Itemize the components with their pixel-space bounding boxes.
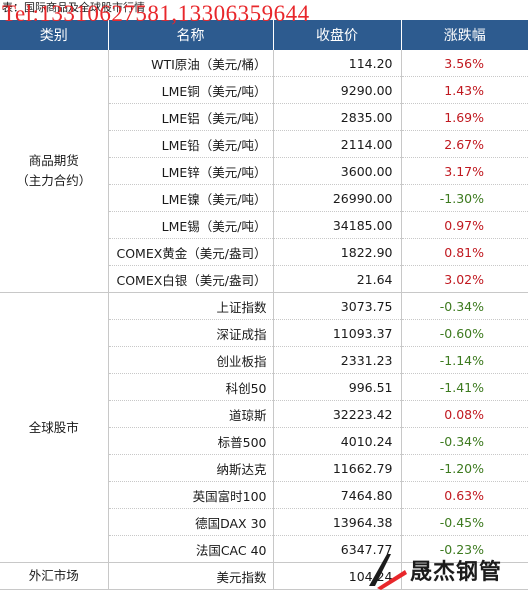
close-price: 104.24 <box>273 562 402 590</box>
category-cell: 全球股市 <box>0 292 109 563</box>
table-row: LME锌（美元/吨） 3600.00 3.17% <box>0 157 528 185</box>
change-percent: -0.23% <box>401 535 528 563</box>
instrument-name: LME铝（美元/吨） <box>108 103 274 131</box>
table-row: 科创50 996.51 -1.41% <box>0 373 528 401</box>
instrument-name: COMEX白银（美元/盎司） <box>108 265 274 293</box>
change-percent: -1.20% <box>401 454 528 482</box>
logo-text: 晟杰钢管 <box>410 560 503 585</box>
company-logo: 晟杰钢管 <box>365 548 528 594</box>
header-name: 名称 <box>108 20 274 50</box>
instrument-name: LME镍（美元/吨） <box>108 184 274 212</box>
change-percent: 1.69% <box>401 103 528 131</box>
header-row: 类别 名称 收盘价 涨跌幅 <box>0 20 528 50</box>
category-label: 全球股市 <box>28 419 79 435</box>
phone-overlay: Tel:13310627581,13306359644 <box>2 1 310 26</box>
category-label: 商品期货 <box>28 153 79 168</box>
table-row: 深证成指 11093.37 -0.60% <box>0 319 528 347</box>
table-row: 法国CAC 40 6347.77 -0.23% <box>0 535 528 563</box>
header-price: 收盘价 <box>273 20 402 50</box>
header-category: 类别 <box>0 20 109 50</box>
change-percent: -0.34% <box>401 427 528 455</box>
instrument-name: LME锡（美元/吨） <box>108 211 274 239</box>
change-percent: -0.60% <box>401 319 528 347</box>
table-row: 商品期货 （主力合约） WTI原油（美元/桶） 114.20 3.56% <box>0 50 528 293</box>
table-row: LME铅（美元/吨） 2114.00 2.67% <box>0 130 528 158</box>
table-row: LME铝（美元/吨） 2835.00 1.69% <box>0 103 528 131</box>
change-percent: -1.14% <box>401 346 528 374</box>
close-price: 3073.75 <box>273 292 402 320</box>
table-row: 道琼斯 32223.42 0.08% <box>0 400 528 428</box>
change-percent: -1.41% <box>401 373 528 401</box>
change-percent: 0.81% <box>401 238 528 266</box>
close-price: 114.20 <box>273 50 402 77</box>
table-row: LME铜（美元/吨） 9290.00 1.43% <box>0 76 528 104</box>
close-price: 11093.37 <box>273 319 402 347</box>
change-percent: 3.02% <box>401 265 528 293</box>
change-percent: -1.30% <box>401 184 528 212</box>
table-body: 商品期货 （主力合约） WTI原油（美元/桶） 114.20 3.56% LME铜（美元/… <box>0 50 528 590</box>
instrument-name: 创业板指 <box>108 346 274 374</box>
table-row: 英国富时100 7464.80 0.63% <box>0 481 528 509</box>
close-price: 2114.00 <box>273 130 402 158</box>
instrument-name: 深证成指 <box>108 319 274 347</box>
change-percent: 2.67% <box>401 130 528 158</box>
close-price: 9290.00 <box>273 76 402 104</box>
change-percent: -0.34% <box>401 292 528 320</box>
instrument-name: 英国富时100 <box>108 481 274 509</box>
instrument-name: WTI原油（美元/桶） <box>108 50 274 77</box>
logo-mark-icon <box>369 554 407 590</box>
close-price: 26990.00 <box>273 184 402 212</box>
close-price: 11662.79 <box>273 454 402 482</box>
instrument-name: LME锌（美元/吨） <box>108 157 274 185</box>
category-cell: 外汇市场 <box>0 562 109 590</box>
change-percent: 0.97% <box>401 211 528 239</box>
close-price: 13964.38 <box>273 508 402 536</box>
instrument-name: LME铜（美元/吨） <box>108 76 274 104</box>
close-price: 4010.24 <box>273 427 402 455</box>
table-row: 标普500 4010.24 -0.34% <box>0 427 528 455</box>
change-percent: -0.45% <box>401 508 528 536</box>
change-percent <box>401 562 528 590</box>
close-price: 2331.23 <box>273 346 402 374</box>
table-row: 创业板指 2331.23 -1.14% <box>0 346 528 374</box>
table-row: 德国DAX 30 13964.38 -0.45% <box>0 508 528 536</box>
instrument-name: 德国DAX 30 <box>108 508 274 536</box>
market-table: 类别 名称 收盘价 涨跌幅 商品期货 （主力合约） WTI原油（美元/桶） 114.2… <box>0 20 528 590</box>
instrument-name: 道琼斯 <box>108 400 274 428</box>
instrument-name: 标普500 <box>108 427 274 455</box>
change-percent: 3.17% <box>401 157 528 185</box>
table-caption: 表：国际商品及全球股市行情 <box>2 1 145 14</box>
close-price: 34185.00 <box>273 211 402 239</box>
close-price: 996.51 <box>273 373 402 401</box>
change-percent: 0.63% <box>401 481 528 509</box>
table-row: 全球股市 上证指数 3073.75 -0.34% <box>0 292 528 563</box>
instrument-name: 美元指数 <box>108 562 274 590</box>
header-change: 涨跌幅 <box>401 20 528 50</box>
category-cell: 商品期货 （主力合约） <box>0 50 109 293</box>
close-price: 2835.00 <box>273 103 402 131</box>
category-label: 外汇市场 <box>28 568 79 583</box>
instrument-name: 上证指数 <box>108 292 274 320</box>
table-row: COMEX白银（美元/盎司） 21.64 3.02% <box>0 265 528 293</box>
table-row: LME镍（美元/吨） 26990.00 -1.30% <box>0 184 528 212</box>
instrument-name: COMEX黄金（美元/盎司） <box>108 238 274 266</box>
instrument-name: 法国CAC 40 <box>108 535 274 563</box>
close-price: 3600.00 <box>273 157 402 185</box>
change-percent: 1.43% <box>401 76 528 104</box>
table-row: LME锡（美元/吨） 34185.00 0.97% <box>0 211 528 239</box>
close-price: 32223.42 <box>273 400 402 428</box>
change-percent: 0.08% <box>401 400 528 428</box>
instrument-name: LME铅（美元/吨） <box>108 130 274 158</box>
instrument-name: 科创50 <box>108 373 274 401</box>
table-row: 纳斯达克 11662.79 -1.20% <box>0 454 528 482</box>
category-label: （主力合约） <box>16 173 92 188</box>
change-percent: 3.56% <box>401 50 528 77</box>
table-row: 外汇市场 美元指数 104.24 <box>0 562 528 590</box>
close-price: 7464.80 <box>273 481 402 509</box>
instrument-name: 纳斯达克 <box>108 454 274 482</box>
table-row: COMEX黄金（美元/盎司） 1822.90 0.81% <box>0 238 528 266</box>
close-price: 6347.77 <box>273 535 402 563</box>
close-price: 21.64 <box>273 265 402 293</box>
close-price: 1822.90 <box>273 238 402 266</box>
